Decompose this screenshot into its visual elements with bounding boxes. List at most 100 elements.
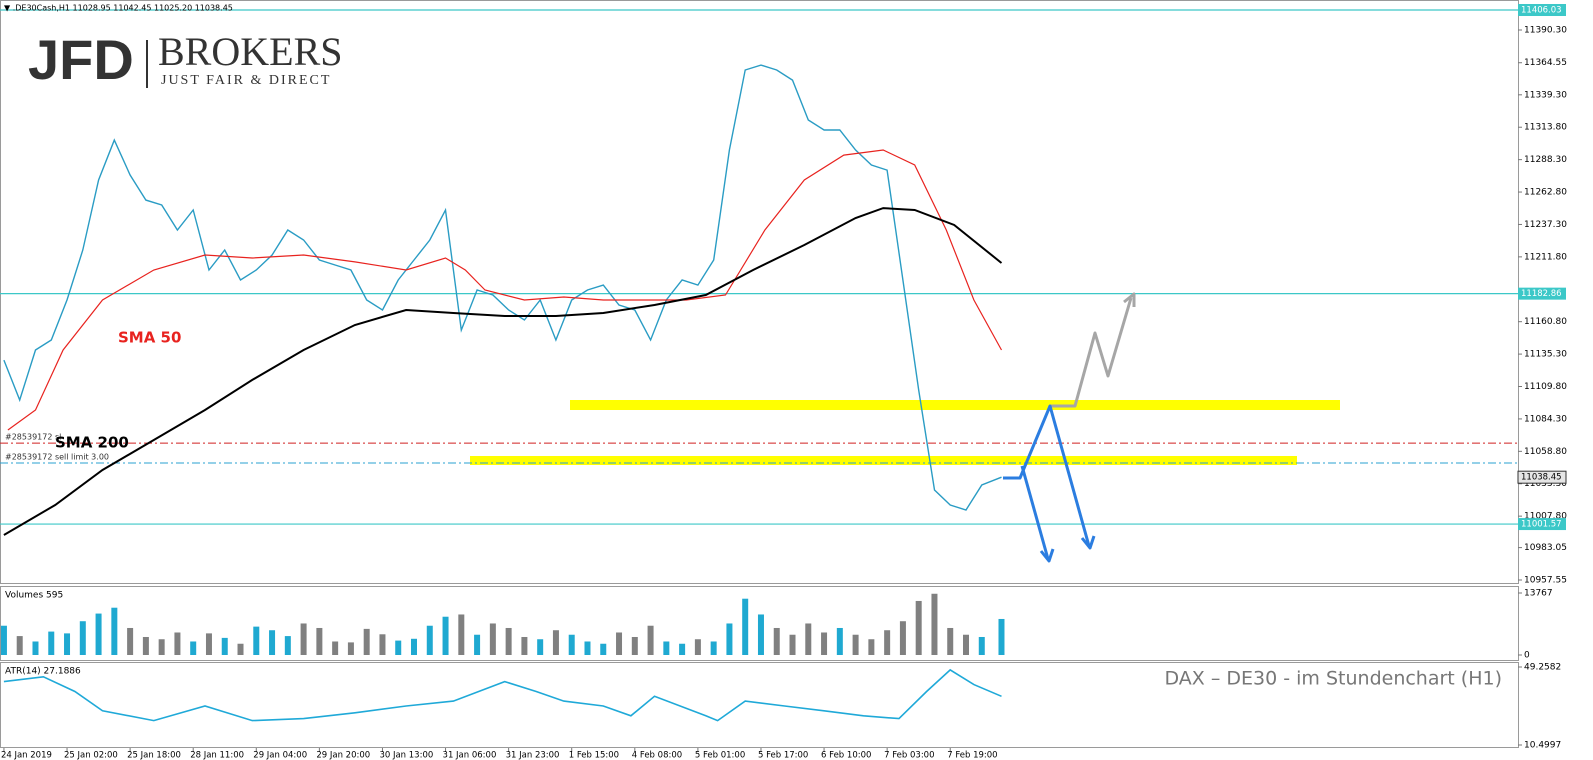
y-tick-label: 11007.80 [1524, 512, 1567, 522]
symbol-header: ▼ .DE30Cash,H1 11028.95 11042.45 11025.2… [4, 4, 233, 13]
y-tick-label: 0 [1524, 651, 1530, 661]
y-tick-label: 10957.55 [1524, 576, 1567, 586]
order-label: #28539172 sl [5, 433, 61, 442]
level-label: 11182.86 [1521, 289, 1562, 299]
y-tick-label: 11211.80 [1524, 252, 1567, 262]
atr-title: ATR(14) 27.1886 [5, 667, 81, 677]
volume-bar [757, 614, 764, 655]
volume-bar [16, 636, 23, 655]
y-tick-label: 10983.05 [1524, 543, 1567, 553]
volume-bar [742, 598, 749, 655]
x-tick-label: 7 Feb 19:00 [947, 751, 997, 760]
volume-bar [789, 634, 796, 655]
volume-bar [710, 641, 717, 655]
volume-bar [158, 639, 165, 655]
volume-bar [205, 633, 212, 655]
volume-bar [537, 639, 544, 655]
volume-bar [915, 600, 922, 655]
logo-mark: JFD [28, 28, 134, 91]
volume-bar [190, 641, 197, 655]
volume-bar [821, 632, 828, 655]
volume-bar [773, 627, 780, 655]
logo: JFD BROKERS JUST FAIR & DIRECT [28, 28, 343, 91]
volume-bar [521, 636, 528, 655]
volume-bar [284, 636, 291, 655]
volume-bar [998, 618, 1005, 655]
volume-bar [32, 641, 39, 655]
volume-bar [127, 627, 134, 655]
x-tick-label: 25 Jan 02:00 [64, 751, 118, 760]
x-tick-label: 31 Jan 06:00 [443, 751, 497, 760]
volume-bar [489, 623, 496, 655]
y-tick-label: 11262.80 [1524, 188, 1567, 198]
y-tick-label: 11390.30 [1524, 25, 1567, 35]
volume-bar [0, 625, 7, 655]
volume-bar [852, 634, 859, 655]
volume-bar [616, 632, 623, 655]
volume-bar [347, 642, 354, 655]
sma-line [7, 149, 1003, 431]
volume-bar [899, 621, 906, 655]
volume-bar [805, 623, 812, 655]
volume-bar [253, 626, 260, 655]
y-tick-label: 11339.30 [1524, 90, 1567, 100]
volume-bar [142, 636, 149, 655]
x-tick-label: 1 Feb 15:00 [569, 751, 619, 760]
y-tick-label: 11058.80 [1524, 447, 1567, 457]
x-tick-label: 7 Feb 03:00 [884, 751, 934, 760]
y-tick-label: 11033.30 [1524, 479, 1567, 489]
scenario-arrows [1003, 292, 1136, 563]
x-tick-label: 29 Jan 20:00 [316, 751, 370, 760]
volume-bar [221, 637, 228, 655]
y-tick-label: 11109.80 [1524, 382, 1567, 392]
volume-bar [95, 613, 102, 655]
y-tick-label: 11364.55 [1524, 58, 1567, 68]
y-tick-label: 13767 [1524, 589, 1553, 599]
y-tick-label: 10.4997 [1524, 741, 1561, 751]
volume-bar [363, 628, 370, 655]
x-tick-label: 24 Jan 2019 [1, 751, 52, 760]
volume-bar [237, 643, 244, 655]
logo-name: BROKERS [158, 29, 343, 74]
volume-bar [647, 625, 654, 655]
volume-bar [474, 634, 481, 655]
plots: 11390.30 11364.55 11339.30 11313.80 11288.30… [0, 4, 1567, 760]
volume-bar [568, 634, 575, 655]
price-line [3, 64, 1002, 511]
volume-bar [679, 643, 686, 655]
atr-line [3, 668, 1002, 722]
volume-bar [269, 630, 276, 655]
volume-bar [79, 621, 86, 655]
x-tick-label: 29 Jan 04:00 [253, 751, 307, 760]
x-tick-label: 5 Feb 01:00 [695, 751, 745, 760]
volume-bar [411, 638, 417, 655]
series-label: SMA 200 [55, 434, 129, 452]
volume-bar [300, 623, 307, 655]
volume-bar [584, 641, 591, 655]
volume-bar [884, 630, 891, 655]
y-tick-label: 11313.80 [1524, 123, 1567, 133]
level-label: 11406.03 [1521, 6, 1562, 16]
volume-bar [316, 627, 323, 655]
volume-bar [600, 643, 607, 655]
x-tick-label: 25 Jan 18:00 [127, 751, 181, 760]
volume-bar [505, 627, 512, 655]
logo-tagline: JUST FAIR & DIRECT [161, 73, 331, 88]
y-tick-label: 49.2582 [1524, 663, 1561, 673]
volume-bar [663, 641, 670, 655]
zones [470, 400, 1340, 465]
x-tick-label: 4 Feb 08:00 [632, 751, 682, 760]
chart-title: DAX – DE30 - im Stundenchart (H1) [1165, 668, 1502, 690]
volume-title: Volumes 595 [5, 591, 63, 601]
series-label: SMA 50 [118, 329, 181, 347]
order-label: #28539172 sell limit 3.00 [5, 453, 109, 462]
x-tick-label: 6 Feb 10:00 [821, 751, 871, 760]
volume-bar [174, 632, 181, 655]
level-box [1518, 4, 1566, 17]
volume-bar [978, 636, 985, 655]
volume-bar [458, 614, 465, 655]
volume-bar [631, 636, 638, 655]
volume-bar [963, 634, 969, 655]
